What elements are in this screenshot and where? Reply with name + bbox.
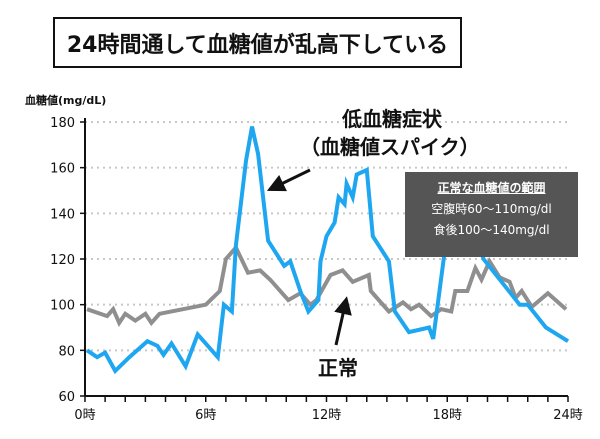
x-tick-label: 6時 — [195, 408, 216, 423]
y-tick-label: 140 — [50, 207, 75, 222]
y-axis-label: 血糖値(mg/dL) — [25, 93, 106, 107]
arrow-spike — [266, 168, 311, 192]
annotation-normal: 正常 — [318, 356, 358, 380]
chart-title: 24時間通して血糖値が乱高下している — [53, 17, 462, 68]
x-tick-label: 12時 — [312, 408, 342, 423]
y-tick-label: 160 — [50, 162, 75, 177]
x-tick-label: 0時 — [74, 408, 95, 423]
y-tick-label: 80 — [58, 344, 75, 359]
x-tick-label: 24時 — [553, 408, 583, 423]
range-after-meal: 食後100〜140mg/dl — [433, 223, 550, 237]
annotation-spike-line2: （血糖値スパイク） — [300, 135, 480, 159]
series-line-blood-glucose-spike — [85, 126, 570, 375]
y-tick-label: 100 — [50, 299, 75, 314]
y-tick-label: 120 — [50, 253, 75, 268]
range-title: 正常な血糖値の範囲 — [437, 181, 546, 195]
y-tick-label: 60 — [58, 390, 75, 405]
normal-range-box: 正常な血糖値の範囲 空腹時60〜110mg/dl 食後100〜140mg/dl — [405, 172, 578, 257]
x-tick-label: 18時 — [432, 408, 462, 423]
y-tick-label: 180 — [50, 116, 75, 131]
annotation-spike-line1: 低血糖症状 — [342, 107, 442, 131]
range-fasting: 空腹時60〜110mg/dl — [431, 202, 552, 216]
arrow-normal — [334, 296, 352, 346]
